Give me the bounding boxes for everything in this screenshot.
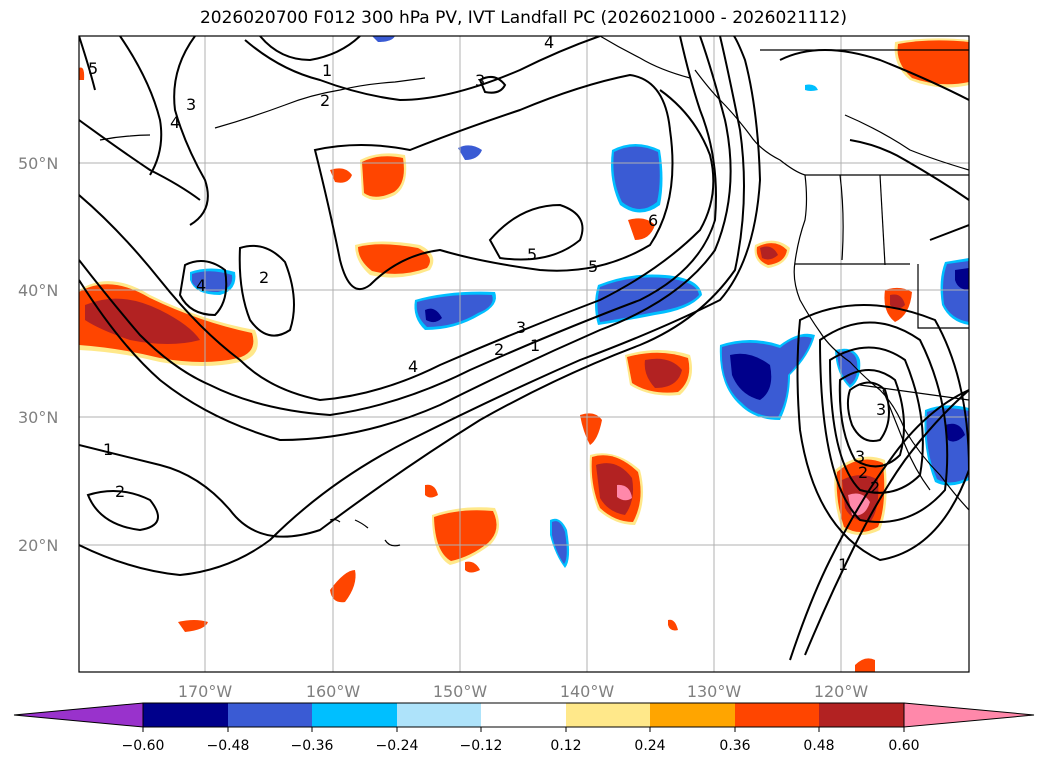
contour-label: 4 [170,113,180,132]
lon-label-140w: 140°W [560,682,615,701]
colorbar-tick-label: 0.36 [719,738,750,754]
colorbar-tick-label: 0.24 [634,738,665,754]
contour-label: 2 [320,91,330,110]
colorbar-tick-label: −0.48 [207,738,250,754]
colorbar-over-arrow [903,702,1035,728]
colorbar-tick-label: −0.36 [291,738,334,754]
latitude-labels: 50°N 40°N 30°N 20°N [18,154,58,555]
longitude-labels: 170°W 160°W 150°W 140°W 130°W 120°W [178,682,869,701]
colorbar-tick-label: −0.60 [122,738,165,754]
pv-contours [79,36,969,661]
contour-label: 4 [544,33,554,52]
colorbar-tick-label: 0.12 [550,738,581,754]
contour-label: 3 [186,95,196,114]
contour-label: 1 [322,61,332,80]
contour-label: 6 [648,211,658,230]
lon-label-120w: 120°W [814,682,869,701]
contour-label: 1 [530,336,540,355]
contour-label: 4 [408,357,418,376]
contour-label: 3 [855,447,865,466]
lon-label-150w: 150°W [433,682,488,701]
colorbar-segment [228,703,312,727]
colorbar-tick-label: 0.60 [888,738,919,754]
colorbar-tick-label: 0.48 [803,738,834,754]
colorbar-tick-label: −0.12 [460,738,503,754]
contour-label: 3 [475,71,485,90]
map-title: 2026020700 F012 300 hPa PV, IVT Landfall… [199,8,847,28]
colorbar-segment [650,703,735,727]
contour-labels: 5 1 2 3 4 4 3 4 2 2 5 5 6 3 2 1 4 1 2 3 … [88,33,886,574]
coastlines [99,36,969,547]
contour-label: 2 [858,463,868,482]
colorbar-segment [143,703,228,727]
contour-label: 5 [527,245,537,264]
lat-lon-grid [79,36,969,672]
lon-label-160w: 160°W [306,682,361,701]
lat-label-30n: 30°N [18,408,58,427]
colorbar-segment [735,703,819,727]
colorbar-segment [397,703,481,727]
colorbar-frame [142,702,905,728]
plot-frame [78,35,970,673]
contour-label: 1 [103,440,113,459]
colorbar-under-arrow [13,702,144,728]
colorbar-segment [566,703,650,727]
contour-label: 3 [516,318,526,337]
contour-label: 4 [196,276,206,295]
contour-label: 3 [876,400,886,419]
contour-label: 2 [494,340,504,359]
lon-label-130w: 130°W [687,682,742,701]
colorbar-tick-label: −0.24 [376,738,419,754]
lon-label-170w: 170°W [178,682,233,701]
contour-label: 5 [88,59,98,78]
contour-label: 1 [838,555,848,574]
lat-label-20n: 20°N [18,536,58,555]
lat-label-50n: 50°N [18,154,58,173]
colorbar-segment [481,703,566,727]
colorbar-segment [819,703,904,727]
contour-label: 5 [588,257,598,276]
contour-label: 2 [870,478,880,497]
positive-pc-shading [79,38,969,672]
colorbar-segment [312,703,397,727]
contour-label: 2 [259,268,269,287]
colorbar: −0.60 −0.48 −0.36 −0.24 −0.12 0.12 0.24 … [13,702,1035,754]
contour-label: 2 [115,482,125,501]
lat-label-40n: 40°N [18,281,58,300]
